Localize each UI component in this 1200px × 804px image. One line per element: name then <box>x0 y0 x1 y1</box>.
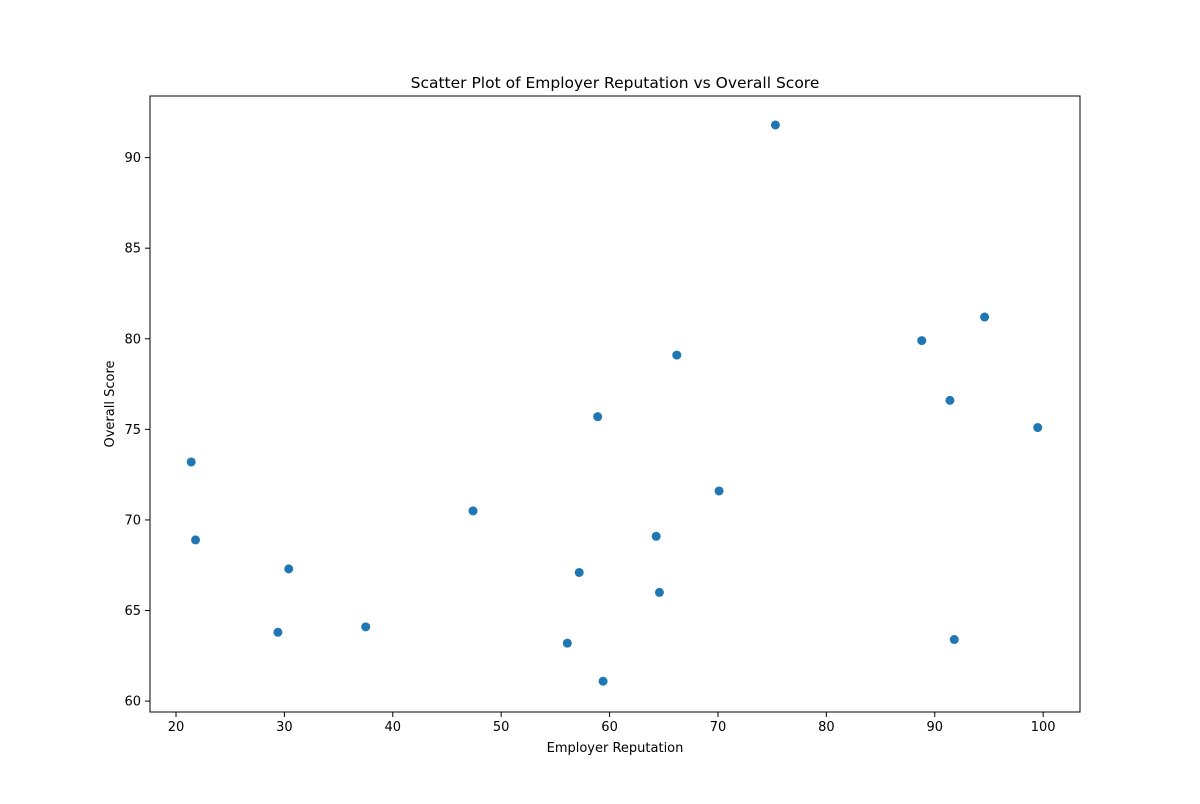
x-tick-label: 30 <box>276 720 293 735</box>
plot-area <box>149 95 1081 713</box>
x-tick-label: 20 <box>168 720 185 735</box>
x-tick-label: 60 <box>601 720 618 735</box>
y-tick-label: 65 <box>124 604 141 619</box>
data-point <box>593 412 603 422</box>
y-tick-label: 75 <box>124 423 141 438</box>
y-tick-label: 80 <box>124 332 141 347</box>
data-point <box>273 627 283 637</box>
data-point <box>945 395 955 405</box>
data-point <box>949 635 959 645</box>
data-point <box>917 336 927 346</box>
data-point <box>186 457 196 467</box>
x-tick-label: 80 <box>818 720 835 735</box>
x-tick-label: 70 <box>710 720 727 735</box>
x-axis: 20 30 40 50 60 70 80 90 100 <box>168 712 1056 735</box>
x-tick-label: 90 <box>926 720 943 735</box>
data-point <box>651 531 661 541</box>
x-tick-label: 40 <box>385 720 402 735</box>
data-point <box>598 676 608 686</box>
y-tick-label: 90 <box>124 151 141 166</box>
data-point <box>672 350 682 360</box>
data-point <box>770 120 780 130</box>
data-point <box>191 535 201 545</box>
data-point <box>980 312 990 322</box>
data-point <box>361 622 371 632</box>
data-point <box>714 486 724 496</box>
chart-title: Scatter Plot of Employer Reputation vs O… <box>411 74 820 92</box>
data-point <box>574 567 584 577</box>
x-tick-label: 50 <box>493 720 510 735</box>
data-point <box>654 587 664 597</box>
y-axis: 60 65 70 75 80 85 90 <box>124 151 150 710</box>
data-point <box>1033 423 1043 433</box>
y-tick-label: 60 <box>124 695 141 710</box>
data-point <box>468 506 478 516</box>
y-tick-label: 70 <box>124 513 141 528</box>
y-tick-label: 85 <box>124 242 141 257</box>
data-point <box>284 564 294 574</box>
y-axis-label: Overall Score <box>103 360 118 447</box>
x-axis-label: Employer Reputation <box>547 741 684 756</box>
data-point <box>562 638 572 648</box>
plot-frame <box>149 95 1081 713</box>
data-points <box>186 120 1043 686</box>
x-tick-label: 100 <box>1031 720 1056 735</box>
